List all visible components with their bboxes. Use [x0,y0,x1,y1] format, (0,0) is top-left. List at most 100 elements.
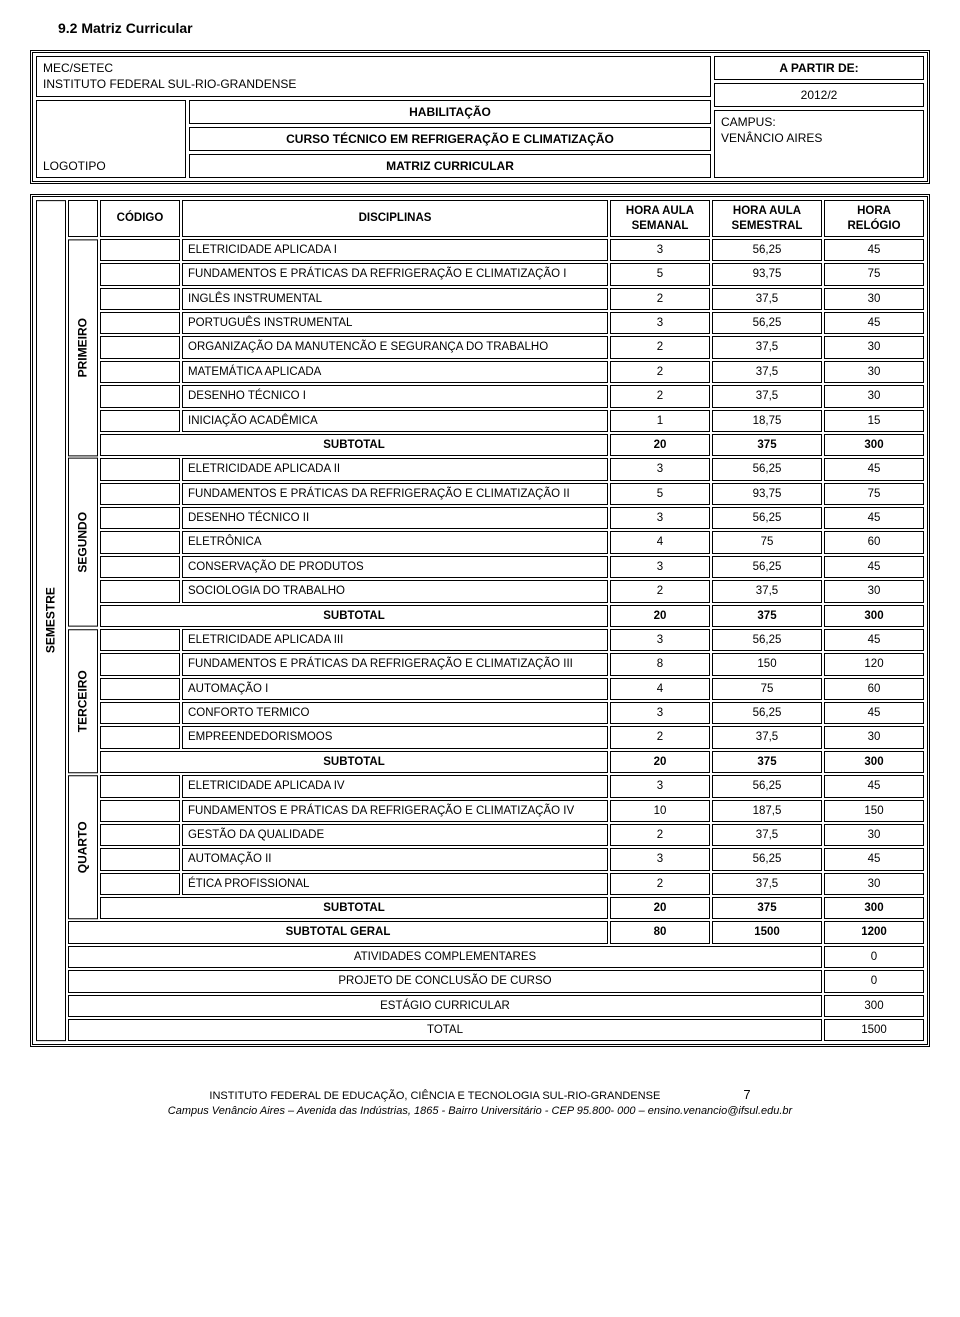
disciplina-cell: FUNDAMENTOS E PRÁTICAS DA REFRIGERAÇÃO E… [182,653,608,675]
col-hora-relogio: HORA RELÓGIO [824,200,924,237]
hora-semestral-cell: 56,25 [712,239,822,261]
campus-label: CAMPUS: [721,115,776,129]
codigo-cell [100,263,180,285]
hora-semestral-cell: 37,5 [712,288,822,310]
disciplina-cell: ELETRICIDADE APLICADA IV [182,775,608,797]
hora-semestral-cell: 56,25 [712,312,822,334]
codigo-cell [100,678,180,700]
col-disciplinas: DISCIPLINAS [182,200,608,237]
codigo-cell [100,580,180,602]
disciplina-cell: EMPREENDEDORISMOOS [182,726,608,748]
group-label: PRIMEIRO [68,239,98,456]
codigo-cell [100,873,180,895]
hora-semestral-cell: 56,25 [712,507,822,529]
codigo-cell [100,312,180,334]
codigo-cell [100,775,180,797]
disciplina-cell: FUNDAMENTOS E PRÁTICAS DA REFRIGERAÇÃO E… [182,800,608,822]
codigo-cell [100,848,180,870]
hora-semanal-cell: 2 [610,336,710,358]
hora-relogio-cell: 45 [824,556,924,578]
codigo-cell [100,629,180,651]
group-label: QUARTO [68,775,98,919]
hora-semestral-cell: 56,25 [712,556,822,578]
hora-semanal-cell: 3 [610,507,710,529]
codigo-cell [100,361,180,383]
hora-relogio-cell: 150 [824,800,924,822]
hora-relogio-cell: 45 [824,239,924,261]
hora-semanal-cell: 4 [610,531,710,553]
extra-value: 0 [824,970,924,992]
instituto-label: INSTITUTO FEDERAL SUL-RIO-GRANDENSE [43,77,296,91]
subtotal-geral-b: 1500 [712,921,822,943]
year-cell: 2012/2 [714,83,924,107]
col-codigo: CÓDIGO [100,200,180,237]
subtotal-label: SUBTOTAL [100,751,608,773]
campus-value: VENÂNCIO AIRES [721,131,822,145]
disciplina-cell: ORGANIZAÇÃO DA MANUTENCÃO E SEGURANÇA DO… [182,336,608,358]
codigo-cell [100,653,180,675]
codigo-cell [100,458,180,480]
disciplina-cell: ELETRICIDADE APLICADA II [182,458,608,480]
hora-relogio-cell: 30 [824,385,924,407]
hora-semanal-cell: 1 [610,410,710,432]
hora-relogio-cell: 30 [824,336,924,358]
hora-semestral-cell: 37,5 [712,336,822,358]
hora-semanal-cell: 2 [610,580,710,602]
subtotal-c: 300 [824,751,924,773]
hora-semestral-cell: 37,5 [712,580,822,602]
hora-semestral-cell: 37,5 [712,726,822,748]
codigo-cell [100,483,180,505]
header-box: MEC/SETEC INSTITUTO FEDERAL SUL-RIO-GRAN… [30,50,930,184]
subtotal-a: 20 [610,434,710,456]
codigo-cell [100,800,180,822]
disciplina-cell: CONFORTO TERMICO [182,702,608,724]
hora-relogio-cell: 60 [824,531,924,553]
curso-cell: CURSO TÉCNICO EM REFRIGERAÇÃO E CLIMATIZ… [189,127,711,151]
page-number: 7 [743,1087,750,1104]
hora-relogio-cell: 30 [824,824,924,846]
hora-relogio-cell: 30 [824,873,924,895]
extra-label: PROJETO DE CONCLUSÃO DE CURSO [68,970,822,992]
codigo-cell [100,556,180,578]
hora-semanal-cell: 2 [610,824,710,846]
hora-semanal-cell: 3 [610,556,710,578]
hora-semanal-cell: 3 [610,239,710,261]
hora-semestral-cell: 56,25 [712,848,822,870]
extra-label: ESTÁGIO CURRICULAR [68,995,822,1017]
disciplina-cell: GESTÃO DA QUALIDADE [182,824,608,846]
extra-value: 0 [824,946,924,968]
subtotal-c: 300 [824,897,924,919]
hora-semanal-cell: 2 [610,873,710,895]
disciplina-cell: ELETRICIDADE APLICADA III [182,629,608,651]
disciplina-cell: ÉTICA PROFISSIONAL [182,873,608,895]
hora-semanal-cell: 8 [610,653,710,675]
matriz-cell: MATRIZ CURRICULAR [189,154,711,178]
group-label: TERCEIRO [68,629,98,773]
disciplina-cell: DESENHO TÉCNICO II [182,507,608,529]
group-label: SEGUNDO [68,458,98,627]
subtotal-a: 20 [610,897,710,919]
hora-semanal-cell: 10 [610,800,710,822]
disciplina-cell: FUNDAMENTOS E PRÁTICAS DA REFRIGERAÇÃO E… [182,263,608,285]
codigo-cell [100,531,180,553]
hora-semanal-cell: 3 [610,312,710,334]
col-hora-semestral: HORA AULA SEMESTRAL [712,200,822,237]
hora-semestral-cell: 37,5 [712,385,822,407]
hora-semanal-cell: 2 [610,361,710,383]
footer-address: Campus Venâncio Aires – Avenida das Indú… [30,1104,930,1118]
extra-value: 1500 [824,1019,924,1041]
hora-relogio-cell: 30 [824,726,924,748]
hora-semanal-cell: 3 [610,629,710,651]
hora-semestral-cell: 56,25 [712,775,822,797]
subtotal-c: 300 [824,434,924,456]
disciplina-cell: CONSERVAÇÃO DE PRODUTOS [182,556,608,578]
hora-relogio-cell: 45 [824,629,924,651]
codigo-cell [100,410,180,432]
subtotal-geral-c: 1200 [824,921,924,943]
codigo-cell [100,824,180,846]
col-hora-semanal: HORA AULA SEMANAL [610,200,710,237]
hora-semanal-cell: 5 [610,263,710,285]
hora-semanal-cell: 4 [610,678,710,700]
hora-relogio-cell: 45 [824,702,924,724]
disciplina-cell: AUTOMAÇÃO II [182,848,608,870]
